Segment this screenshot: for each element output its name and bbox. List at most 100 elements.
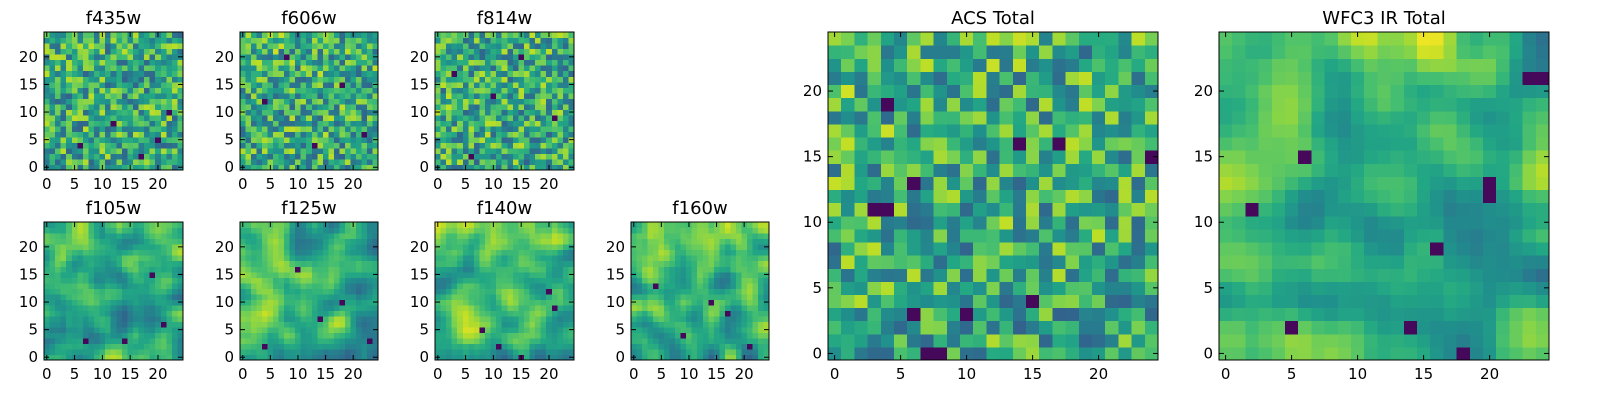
heatmap-cell bbox=[468, 266, 475, 273]
heatmap-cell bbox=[88, 92, 95, 99]
heatmap-cell bbox=[333, 32, 340, 39]
heatmap-cell bbox=[328, 282, 335, 289]
heatmap-cell bbox=[680, 348, 687, 356]
heatmap-cell bbox=[94, 238, 101, 245]
heatmap-cell bbox=[752, 293, 759, 300]
heatmap-cell bbox=[273, 293, 280, 300]
y-tick-label: 0 bbox=[28, 158, 38, 176]
heatmap-cell bbox=[155, 114, 162, 121]
heatmap-cell bbox=[642, 343, 649, 350]
heatmap-cell bbox=[960, 307, 974, 322]
heatmap-cell bbox=[306, 114, 313, 121]
heatmap-cell bbox=[160, 266, 167, 273]
heatmap-cell bbox=[529, 238, 536, 245]
heatmap-cell bbox=[730, 354, 737, 361]
heatmap-cell bbox=[166, 142, 173, 149]
heatmap-cell bbox=[507, 249, 514, 256]
heatmap-cell bbox=[60, 249, 67, 256]
heatmap-cell bbox=[735, 238, 742, 245]
heatmap-cell bbox=[328, 158, 335, 166]
heatmap-cell bbox=[295, 238, 302, 245]
heatmap-cell bbox=[1065, 333, 1080, 348]
heatmap-cell bbox=[88, 266, 95, 273]
heatmap-cell bbox=[1144, 255, 1159, 269]
heatmap-cell bbox=[144, 76, 151, 83]
heatmap-cell bbox=[535, 337, 542, 345]
heatmap-cell bbox=[512, 120, 519, 127]
heatmap-cell bbox=[828, 346, 842, 361]
heatmap-cell bbox=[289, 103, 296, 110]
heatmap-cell bbox=[99, 271, 106, 278]
heatmap-cell bbox=[171, 249, 179, 256]
heatmap-cell bbox=[60, 136, 67, 143]
heatmap-cell bbox=[485, 288, 492, 295]
heatmap-cell bbox=[507, 282, 514, 289]
heatmap-cell bbox=[160, 348, 167, 356]
heatmap-cell bbox=[116, 337, 123, 345]
heatmap-cell bbox=[66, 131, 73, 138]
heatmap-cell bbox=[457, 92, 464, 99]
heatmap-cell bbox=[66, 81, 73, 88]
heatmap-cell bbox=[680, 260, 687, 267]
heatmap-cell bbox=[702, 244, 709, 251]
heatmap-cell bbox=[295, 158, 302, 166]
heatmap-cell bbox=[66, 282, 73, 289]
heatmap-cell bbox=[1092, 176, 1106, 191]
heatmap-cell bbox=[306, 98, 313, 105]
heatmap-cell bbox=[735, 255, 742, 262]
heatmap-cell bbox=[77, 59, 84, 66]
heatmap-cell bbox=[1065, 320, 1080, 335]
heatmap-cell bbox=[496, 332, 503, 339]
y-tick-label: 15 bbox=[215, 75, 234, 93]
heatmap-cell bbox=[960, 202, 974, 217]
heatmap-cell bbox=[713, 282, 720, 289]
heatmap-cell bbox=[121, 271, 128, 278]
heatmap-cell bbox=[155, 153, 162, 160]
heatmap-cell bbox=[82, 222, 90, 229]
heatmap-cell bbox=[735, 288, 742, 295]
heatmap-cell bbox=[1144, 307, 1159, 322]
heatmap-cell bbox=[653, 255, 660, 262]
heatmap-cell bbox=[713, 315, 720, 322]
heatmap-cell bbox=[1065, 268, 1080, 282]
heatmap-cell bbox=[507, 114, 514, 121]
heatmap-cell bbox=[295, 48, 302, 55]
heatmap-cell bbox=[366, 65, 374, 72]
heatmap-cell bbox=[540, 131, 547, 138]
heatmap-cell bbox=[523, 32, 531, 39]
heatmap-cell bbox=[446, 87, 453, 94]
heatmap-cell bbox=[1131, 241, 1146, 256]
heatmap-cell bbox=[986, 320, 1001, 335]
heatmap-cell bbox=[267, 304, 274, 311]
heatmap-cell bbox=[177, 222, 184, 229]
heatmap-cell bbox=[713, 255, 720, 262]
heatmap-cell bbox=[71, 54, 78, 61]
heatmap-cell bbox=[713, 332, 720, 339]
heatmap-cell bbox=[149, 109, 156, 116]
heatmap-cell bbox=[440, 131, 447, 138]
heatmap-cell bbox=[350, 255, 357, 262]
heatmap-cell bbox=[317, 136, 324, 143]
heatmap-cell bbox=[485, 92, 492, 99]
heatmap-cell bbox=[99, 59, 106, 66]
heatmap-cell bbox=[658, 266, 665, 273]
heatmap-cell bbox=[1078, 255, 1093, 269]
heatmap-cell bbox=[920, 294, 935, 309]
heatmap-cell bbox=[306, 332, 313, 339]
heatmap-cell bbox=[1092, 241, 1106, 256]
heatmap-cell bbox=[361, 158, 368, 166]
heatmap-cell bbox=[127, 76, 134, 83]
heatmap-cell bbox=[535, 304, 542, 311]
heatmap-cell bbox=[894, 281, 908, 295]
x-tick-label: 15 bbox=[121, 365, 140, 383]
heatmap-cell bbox=[741, 249, 748, 256]
heatmap-cell bbox=[339, 271, 346, 278]
heatmap-cell bbox=[311, 59, 318, 66]
heatmap-cell bbox=[300, 109, 307, 116]
heatmap-cell bbox=[278, 315, 285, 322]
heatmap-cell bbox=[551, 282, 558, 289]
heatmap-cell bbox=[240, 43, 247, 50]
heatmap-cell bbox=[501, 76, 508, 83]
heatmap-cell bbox=[144, 266, 151, 273]
heatmap-cell bbox=[512, 65, 519, 72]
